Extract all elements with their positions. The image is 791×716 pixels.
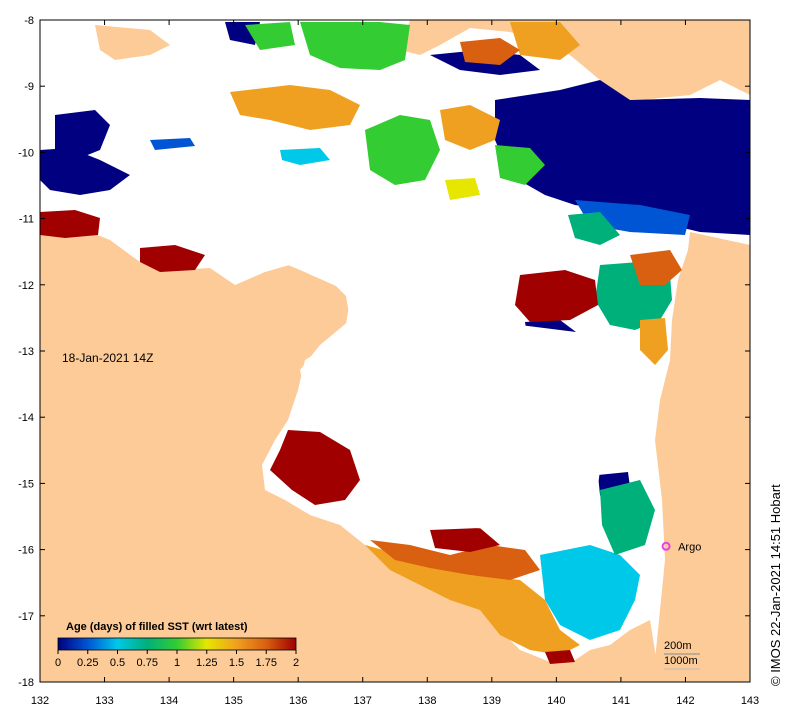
land-layer [40,20,750,682]
colorbar-tick-label: 1.5 [229,657,244,669]
y-tick-label: -12 [18,280,34,292]
y-tick-label: -17 [18,611,34,623]
cape-york-east [655,232,750,682]
date-label: 18-Jan-2021 14Z [62,351,153,365]
sst-patch-red-gulf [515,270,598,322]
y-axis: -8 -9 -10 -11 -12 -13 -14 -15 -16 -17 -18 [18,15,750,689]
arnhem-land [40,225,660,682]
sst-patch-red-bottom [545,650,575,664]
x-tick-label: 136 [289,695,307,707]
cape-york-landmass [400,20,750,102]
contour-legend: 200m 1000m [664,640,700,670]
y-tick-label: -8 [24,15,34,27]
sst-patch-teal-east-lower [600,480,655,555]
sst-patch-green-north-2 [245,22,295,50]
y-tick-label: -18 [18,677,34,689]
y-tick-label: -15 [18,478,34,490]
sst-patch-orange-south [365,545,580,655]
sst-patch-green-center [365,115,440,185]
sst-age-layer [40,22,750,664]
gulf-white-interior [180,190,625,540]
sst-patch-darkorange-north [460,38,520,65]
x-tick-label: 133 [95,695,113,707]
sst-patch-teal-mid-east [568,212,620,245]
x-tick-label: 142 [676,695,694,707]
sst-patch-green-east [495,145,545,185]
x-tick-label: 140 [547,695,565,707]
x-tick-label: 141 [612,695,630,707]
colorbar-tick-label: 0.5 [110,657,125,669]
sst-patch-orange-north [230,85,360,130]
sst-patch-red-westcoast [270,430,360,505]
colorbar-tick-label: 1.75 [256,657,277,669]
colorbar-tick-label: 1 [174,657,180,669]
sst-patch-orange-mid-east [440,105,500,150]
legend-title: Age (days) of filled SST (wrt latest) [66,621,248,633]
y-tick-label: -11 [19,214,34,226]
y-tick-label: -13 [18,346,34,358]
sst-patch-yellow-north [445,178,480,200]
map-layers [40,20,750,682]
x-axis: 132 133 134 135 136 137 138 139 140 141 142 143 [31,20,759,707]
sst-patch-darkorange-coast [630,250,682,285]
sst-patch-red-left-edge [40,210,100,238]
colorbar-tick-label: 1.25 [196,657,217,669]
colorbar-tick-label: 2 [293,657,299,669]
contour-200m-label: 200m [664,640,692,652]
argo-label: Argo [678,541,701,553]
colorbar-tick-label: 0.75 [137,657,158,669]
sst-patch-red-west [140,245,205,272]
x-tick-label: 139 [483,695,501,707]
x-tick-label: 134 [160,695,178,707]
y-tick-label: -14 [18,412,34,424]
colorbar [57,637,297,651]
x-tick-label: 137 [354,695,372,707]
credit-label: © IMOS 22-Jan-2021 14:51 Hobart [768,484,783,686]
colorbar-tick-label: 0.25 [77,657,98,669]
sst-patch-darkorange-south [370,540,540,580]
x-tick-label: 132 [31,695,49,707]
sst-patch-orange-top-right [510,22,580,60]
sst-patch-red-south [430,528,500,552]
contour-1000m-label: 1000m [664,655,698,667]
y-tick-label: -16 [18,545,34,557]
x-tick-label: 143 [741,695,759,707]
argo-marker[interactable]: Argo [661,541,702,553]
y-tick-label: -10 [18,147,34,159]
sst-patch-blue-strip [150,138,195,150]
sst-patch-top-left [55,110,110,160]
colorbar-tick-label: 0 [55,657,61,669]
sst-patch-left-cluster [40,148,130,195]
sst-patch-cyan-mid [280,148,330,165]
sst-patch-gulf-north-east [495,80,750,235]
y-tick-label: -9 [24,81,34,93]
sst-patch-orange-coast [640,318,668,365]
northern-island [95,25,170,60]
x-tick-label: 138 [418,695,436,707]
sst-patch-cyan-south [540,545,640,640]
x-tick-label: 135 [224,695,242,707]
argo-marker-icon [661,541,671,551]
colorbar-ticks: 0 0.25 0.5 0.75 1 1.25 1.5 1.75 2 [55,650,299,669]
sst-patch-green-north [300,22,410,70]
